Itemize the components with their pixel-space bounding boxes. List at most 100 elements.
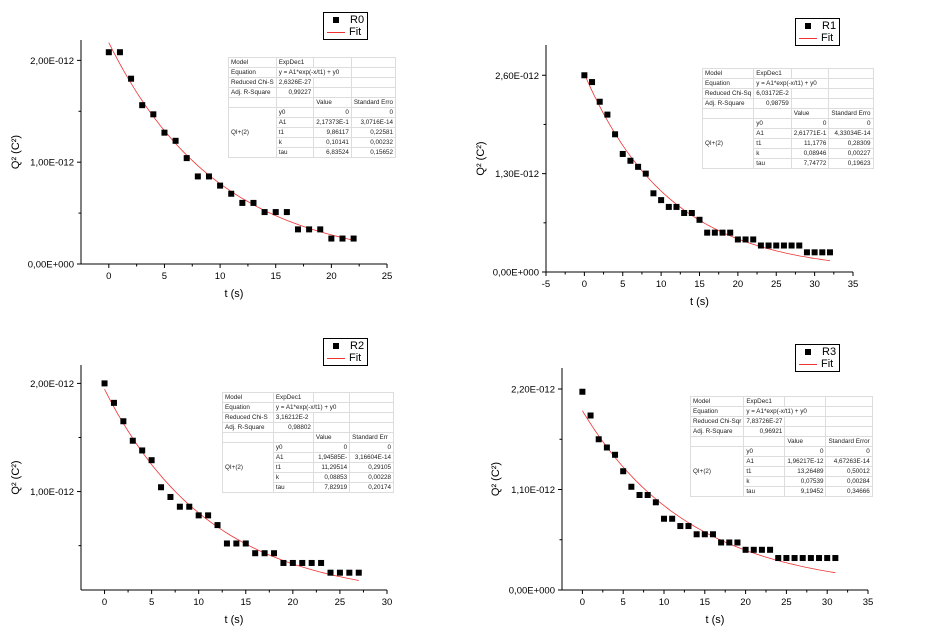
legend-item-data: R3	[799, 346, 836, 358]
legend-item-data: R1	[799, 20, 836, 32]
table-cell: t1	[272, 462, 314, 473]
table-cell: A1	[272, 452, 314, 463]
table-row: QI+(2) y0 0 0	[222, 442, 394, 493]
table-cell: 0	[312, 442, 351, 453]
table-cell: 0	[784, 446, 827, 457]
data-point	[650, 190, 657, 197]
data-point	[158, 484, 165, 491]
table-row: Model ExpDec1	[701, 68, 874, 79]
x-tick-label: 5	[620, 279, 625, 290]
data-point	[757, 242, 764, 249]
table-row: Model ExpDec1	[689, 396, 873, 407]
data-point	[803, 249, 810, 256]
data-point	[167, 493, 174, 500]
table-cell: 3,16604E-14	[349, 452, 394, 463]
y-tick-label: 1,00E-012	[30, 158, 74, 169]
data-point	[339, 235, 346, 242]
table-cell: Value	[312, 432, 351, 443]
x-tick-label: 20	[288, 597, 299, 608]
data-point	[139, 102, 146, 109]
table-cell: 0,00232	[350, 137, 397, 148]
table-cell: Model	[222, 392, 274, 403]
data-point	[811, 249, 818, 256]
data-point	[612, 131, 619, 138]
data-point	[161, 129, 168, 136]
table-cell: 0,20174	[349, 482, 394, 493]
x-axis-label: t (s)	[690, 296, 709, 308]
legend-item-fit: Fit	[799, 32, 836, 44]
data-point	[272, 209, 279, 216]
data-point	[734, 539, 741, 546]
table-cell: k	[753, 148, 792, 159]
data-point	[101, 380, 108, 387]
chart-panel-1: -5 0 5 10 15 20 25 30 35 0,00E+000 1,30E-012 2,60E-…	[475, 45, 858, 308]
table-cell: 0,08853	[312, 472, 351, 483]
data-point	[105, 49, 112, 56]
table-row: tau 7,74772 0,19623	[703, 158, 874, 169]
table-row: QI+(2) y0 0 0	[228, 107, 397, 158]
data-point	[652, 499, 659, 506]
y-tick-label: 2,00E-012	[30, 56, 74, 67]
x-tick-label: 20	[733, 279, 744, 290]
table-cell: Adj. R-Square	[701, 98, 755, 109]
x-tick-label: 10	[193, 597, 204, 608]
data-point	[665, 203, 672, 210]
legend: R0 Fit	[323, 12, 369, 40]
legend-label: R1	[822, 20, 837, 32]
legend-label: Fit	[821, 358, 834, 370]
table-cell: 0	[313, 107, 352, 118]
table-cell: A1	[753, 128, 792, 139]
fit-results-table: Model ExpDec1 Equation y = A1*exp(-x/t1) + …	[228, 57, 397, 158]
legend-label: Fit	[821, 32, 834, 44]
table-cell: 1,94585E-	[312, 452, 351, 463]
data-point	[742, 236, 749, 243]
data-point	[223, 540, 230, 547]
table-cell: 13,26489	[784, 466, 827, 477]
data-point	[780, 242, 787, 249]
data-point	[765, 242, 772, 249]
x-tick-label: 15	[270, 271, 281, 282]
table-cell: Equation	[701, 78, 755, 89]
table-cell: 6,83524	[313, 147, 352, 158]
table-cell: y0	[743, 446, 786, 457]
table-cell: 0,10141	[313, 137, 352, 148]
data-point	[294, 226, 301, 233]
data-point	[283, 209, 290, 216]
data-point	[280, 559, 287, 566]
table-cell: tau	[753, 158, 792, 169]
data-point	[773, 242, 780, 249]
table-cell: 0,00228	[349, 472, 394, 483]
table-cell: 1,96217E-12	[784, 456, 827, 467]
data-point	[742, 546, 749, 553]
x-tick-label: 20	[326, 271, 337, 282]
data-point	[612, 451, 619, 458]
data-point	[750, 236, 757, 243]
x-tick-label: 10	[215, 271, 226, 282]
table-row: Adj. R-Square 0,96921	[689, 426, 873, 437]
table-cell: 0	[828, 118, 874, 129]
y-tick-label: 2,00E-012	[30, 379, 74, 390]
table-cell: A1	[743, 456, 786, 467]
data-point	[318, 559, 325, 566]
data-point	[824, 555, 831, 562]
data-point	[205, 173, 212, 180]
legend-item-fit: Fit	[327, 352, 364, 364]
legend-item-data: R2	[327, 340, 364, 352]
table-cell: y = A1*exp(-x/t1) + y0	[753, 78, 830, 89]
x-axis-label: t (s)	[225, 288, 244, 300]
data-point	[799, 555, 806, 562]
data-point	[350, 235, 357, 242]
table-cell: k	[272, 472, 314, 483]
table-cell: Model	[228, 57, 277, 68]
table-cell: Equation	[689, 406, 745, 417]
table-cell: Value	[313, 97, 352, 108]
x-tick-label: 25	[771, 279, 782, 290]
table-cell: 0	[349, 442, 394, 453]
table-row: Equation y = A1*exp(-x/t1) + y0	[228, 67, 397, 78]
x-tick-label: 0	[582, 279, 587, 290]
data-point	[194, 173, 201, 180]
table-cell: 0,22581	[350, 127, 397, 138]
table-cell: Reduced Chi-S	[228, 77, 277, 88]
data-point	[139, 447, 146, 454]
